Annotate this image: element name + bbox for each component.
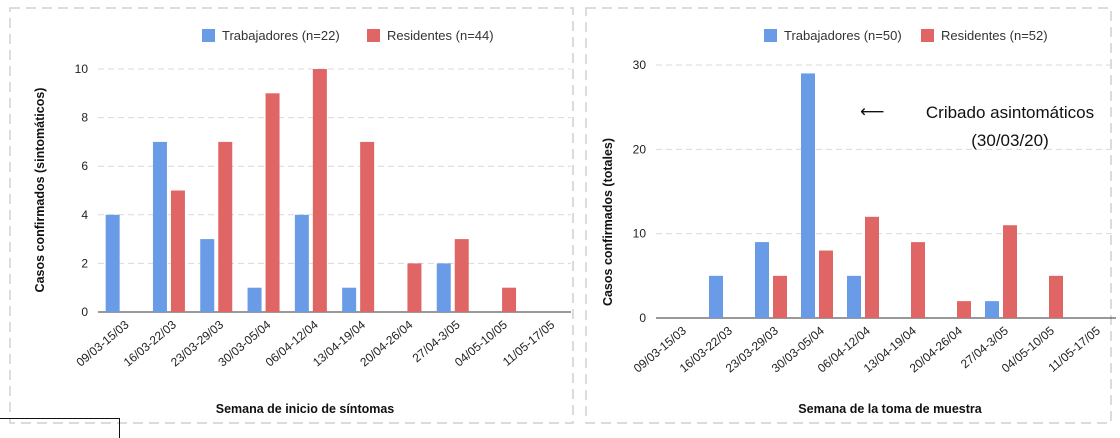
left-y-tick-label: 4 bbox=[81, 208, 88, 222]
left-bar-trabajadores bbox=[342, 287, 357, 312]
left-x-tick-label: 04/05-10/05 bbox=[452, 317, 510, 369]
left-legend-label: Trabajadores (n=22) bbox=[222, 28, 340, 43]
right-y-tick-label: 20 bbox=[633, 142, 647, 156]
right-frame bbox=[585, 7, 1112, 424]
left-bar-residentes bbox=[454, 239, 469, 312]
left-bar-residentes bbox=[312, 69, 327, 312]
left-legend-swatch bbox=[367, 29, 380, 42]
right-bar-residentes bbox=[1003, 225, 1017, 318]
left-bar-residentes bbox=[218, 141, 233, 312]
left-bar-trabajadores bbox=[152, 141, 167, 312]
left-bar-residentes bbox=[360, 141, 375, 312]
chart-sintomaticos: 024681009/03-15/0316/03-22/0323/03-29/03… bbox=[9, 7, 574, 424]
right-legend-swatch bbox=[764, 29, 777, 42]
chart-panel-sintomaticos: 0 2 4 6 8 10 09/03-15/03 16/03-22/03 23/03-29/03… bbox=[9, 7, 574, 424]
left-bar-residentes bbox=[265, 93, 280, 312]
left-bar-trabajadores bbox=[294, 214, 309, 312]
left-y-tick-label: 0 bbox=[81, 305, 88, 319]
right-bar-trabajadores bbox=[847, 275, 861, 318]
right-bar-residentes bbox=[773, 275, 787, 318]
left-bar-trabajadores bbox=[200, 239, 215, 312]
right-y-tick-label: 10 bbox=[633, 227, 647, 241]
left-y-axis-title: Casos confirmados (sintomáticos) bbox=[33, 88, 47, 293]
right-legend-label: Trabajadores (n=50) bbox=[784, 28, 902, 43]
left-x-tick-label: 11/05-17/05 bbox=[500, 317, 558, 369]
right-annotation-arrow: ⟵ bbox=[860, 102, 884, 121]
right-bar-residentes bbox=[819, 250, 833, 318]
right-annotation-line2: (30/03/20) bbox=[971, 131, 1049, 150]
right-x-axis-title: Semana de la toma de muestra bbox=[798, 402, 982, 416]
corner-box-decoration bbox=[0, 418, 120, 438]
right-legend-label: Residentes (n=52) bbox=[941, 28, 1048, 43]
left-legend-swatch bbox=[202, 29, 215, 42]
left-x-tick-label: 20/04-26/04 bbox=[357, 317, 415, 369]
left-frame bbox=[9, 7, 574, 424]
left-x-axis-title: Semana de inicio de síntomas bbox=[216, 402, 395, 416]
right-legend-swatch bbox=[921, 29, 934, 42]
left-bar-trabajadores bbox=[436, 263, 451, 312]
left-legend-label: Residentes (n=44) bbox=[387, 28, 494, 43]
right-y-axis-title: Casos confirmados (totales) bbox=[601, 138, 615, 306]
left-y-tick-label: 8 bbox=[81, 111, 88, 125]
chart-panel-totales: 0 10 20 30 09/03-15/03 16/03-22/03 23/03-29/03… bbox=[580, 0, 1120, 431]
right-y-tick-label: 0 bbox=[639, 311, 646, 325]
right-bar-trabajadores bbox=[801, 73, 815, 318]
right-bar-residentes bbox=[957, 301, 971, 318]
chart-totales: 010203009/03-15/0316/03-22/0323/03-29/03… bbox=[585, 7, 1116, 424]
right-bar-trabajadores bbox=[985, 301, 999, 318]
left-bar-residentes bbox=[170, 190, 185, 312]
left-bar-residentes bbox=[502, 287, 517, 312]
left-bar-residentes bbox=[407, 263, 422, 312]
right-annotation-line1: Cribado asintomáticos bbox=[926, 103, 1094, 122]
left-y-tick-label: 2 bbox=[81, 256, 88, 270]
left-bar-trabajadores bbox=[247, 287, 262, 312]
right-y-tick-label: 30 bbox=[633, 58, 647, 72]
left-y-tick-label: 6 bbox=[81, 159, 88, 173]
right-bar-trabajadores bbox=[755, 242, 769, 318]
right-bar-residentes bbox=[865, 216, 879, 318]
right-bar-trabajadores bbox=[709, 275, 723, 318]
right-bar-residentes bbox=[911, 242, 925, 318]
left-y-tick-label: 10 bbox=[75, 62, 89, 76]
left-bar-trabajadores bbox=[105, 214, 120, 312]
right-bar-residentes bbox=[1049, 275, 1063, 318]
